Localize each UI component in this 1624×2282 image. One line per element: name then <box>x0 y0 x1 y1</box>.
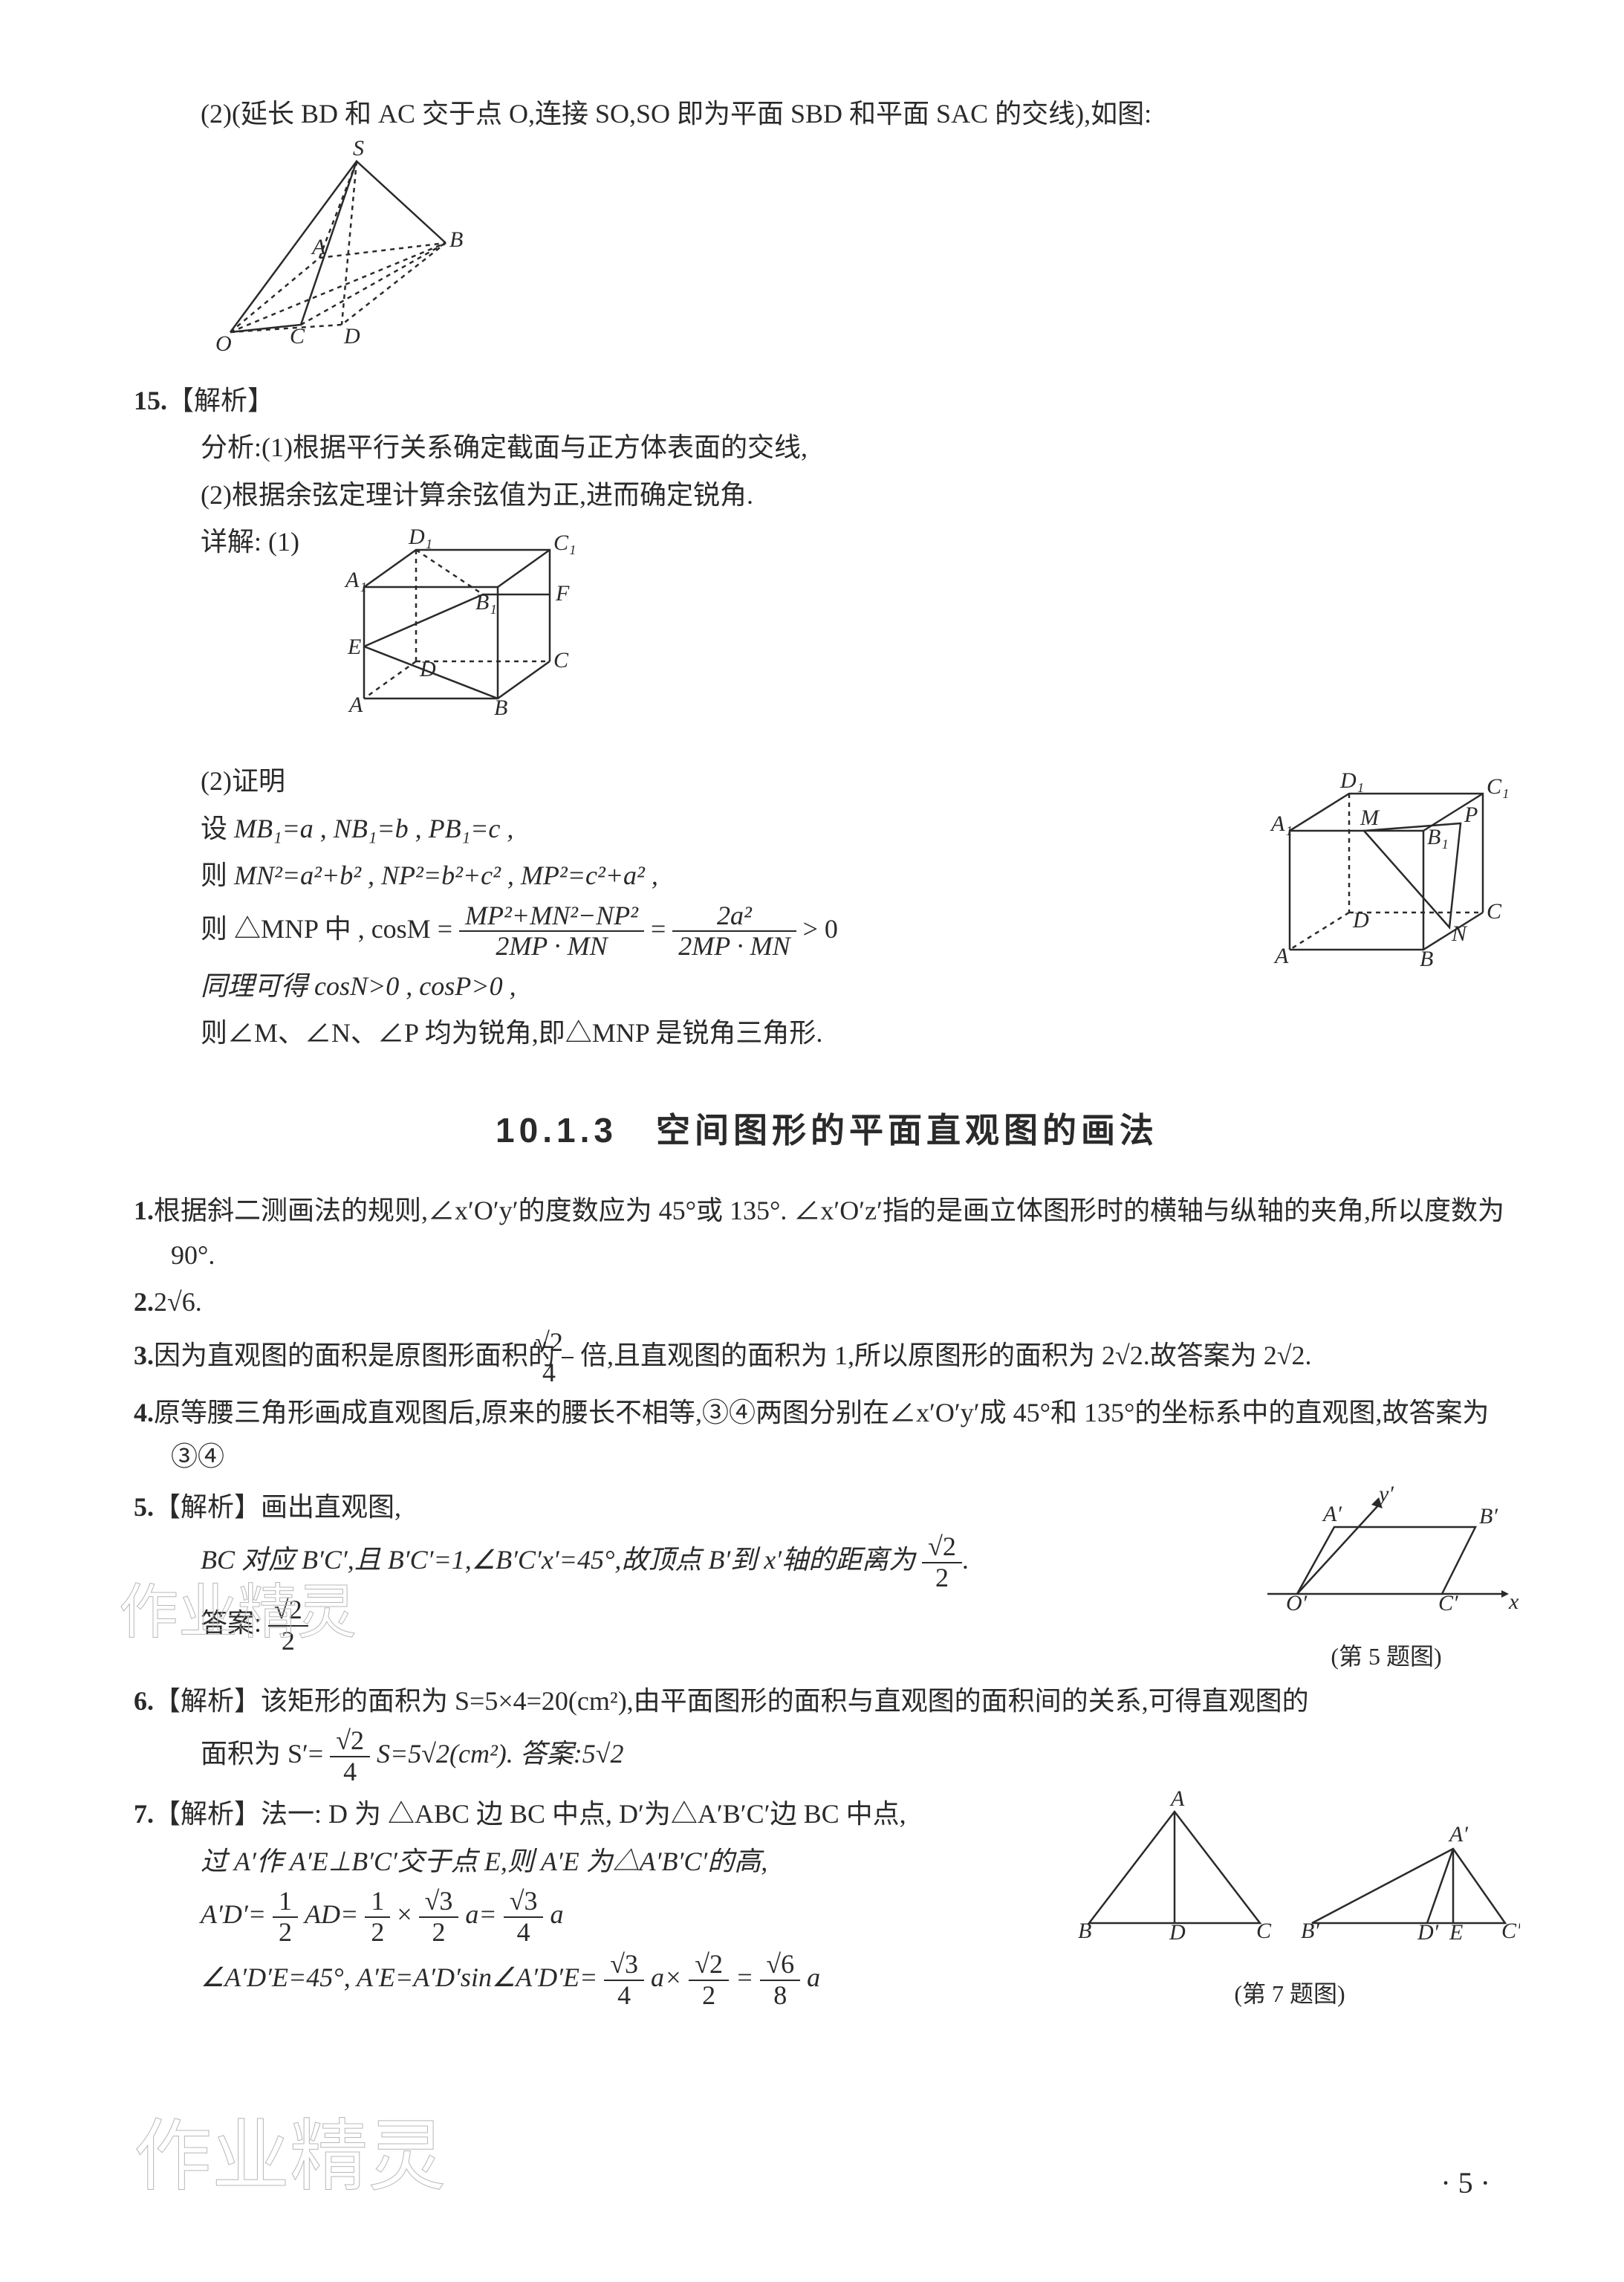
q5-ans-label: 答案: <box>201 1608 262 1638</box>
svg-text:y′: y′ <box>1377 1482 1394 1506</box>
svg-text:C: C <box>1487 899 1502 924</box>
lbl-B: B <box>449 227 463 252</box>
svg-text:D₁: D₁ <box>1339 768 1364 793</box>
svg-text:E: E <box>1449 1920 1463 1945</box>
svg-text:C: C <box>1256 1919 1272 1943</box>
svg-text:D′: D′ <box>1417 1920 1439 1945</box>
page-root: (2)(延长 BD 和 AC 交于点 O,连接 SO,SO 即为平面 SBD 和… <box>0 0 1624 2282</box>
q15-l1: 分析:(1)根据平行关系确定截面与正方体表面的交线, <box>134 426 1520 470</box>
q6-line: 面积为 S′= √24 S=5√2(cm²). 答案:5√2 <box>134 1726 1520 1786</box>
svg-text:N: N <box>1451 921 1468 946</box>
lbl-A: A <box>311 235 326 259</box>
q15-p4: 同理可得 cosN>0 , cosP>0 , <box>201 965 1230 1008</box>
svg-text:A′: A′ <box>1448 1822 1468 1847</box>
svg-text:C₁: C₁ <box>1487 774 1509 799</box>
q4: 4.原等腰三角形画成直观图后,原来的腰长不相等,③④两图分别在∠x′O′y′成 … <box>134 1391 1520 1479</box>
q5-row: 5.【解析】画出直观图, BC 对应 B′C′,且 B′C′=1,∠B′C′x′… <box>134 1482 1520 1676</box>
svg-text:A′: A′ <box>1322 1502 1342 1526</box>
fig-q7: A B D C A′ B′ D′ E C′ (第 7 题图) <box>1059 1789 1520 2013</box>
watermark-2: 作业精灵 <box>134 2113 550 2223</box>
q7-l4: ∠A′D′E=45°, A′E=A′D′sin∠A′D′E= √34 a× √2… <box>134 1950 1037 2010</box>
lbl-D: D <box>343 324 360 349</box>
q15-proof-row: (2)证明 设 MB₁=a , NB₁=b , PB₁=c , 则 MN²=a²… <box>134 756 1520 1058</box>
fig-14-pyramid: S A B C D O <box>134 139 1520 375</box>
q15-head: 15.【解析】 <box>134 379 1520 423</box>
svg-text:A: A <box>348 693 363 717</box>
q7-caption: (第 7 题图) <box>1059 1974 1520 2014</box>
q5-line: BC 对应 B′C′,且 B′C′=1,∠B′C′x′=45°,故顶点 B′到 … <box>134 1532 1230 1592</box>
q2: 2.2√6. <box>134 1280 1520 1324</box>
svg-text:C₁: C₁ <box>553 531 576 555</box>
q3: 3.因为直观图的面积是原图形面积的 √24 倍,且直观图的面积为 1,所以原图形… <box>134 1328 1520 1388</box>
svg-text:O′: O′ <box>1286 1591 1308 1615</box>
page-number: · 5 · <box>1441 2159 1490 2208</box>
lbl-O: O <box>215 331 232 356</box>
q15-fig1-row: 详解: (1) A B C D <box>134 520 1520 756</box>
q15-l2: (2)根据余弦定理计算余弦值为正,进而确定锐角. <box>134 473 1520 517</box>
q15-p3: 则 △MNP 中 , cosM = MP²+MN²−NP²2MP · MN = … <box>201 901 1230 962</box>
svg-text:B₁: B₁ <box>475 590 497 615</box>
q15-p2: 则 MN²=a²+b² , NP²=b²+c² , MP²=c²+a² , <box>201 854 1230 898</box>
q15-l3: 详解: (1) <box>201 520 319 564</box>
q7-l3: A′D′= 12 AD= 12 × √32 a= √34 a <box>134 1887 1037 1947</box>
svg-text:作业精灵: 作业精灵 <box>134 2113 446 2200</box>
svg-text:P: P <box>1464 803 1478 827</box>
svg-text:M: M <box>1360 805 1380 830</box>
q14-part2: (2)(延长 BD 和 AC 交于点 O,连接 SO,SO 即为平面 SBD 和… <box>134 92 1520 136</box>
svg-text:B: B <box>1078 1919 1091 1943</box>
q6-head: 6.【解析】该矩形的面积为 S=5×4=20(cm²),由平面图形的面积与直观图… <box>134 1679 1520 1723</box>
q7-l2: 过 A′作 A′E⊥B′C′交于点 E,则 A′E 为△A′B′C′的高, <box>134 1840 1037 1884</box>
svg-text:A: A <box>1273 944 1289 968</box>
q15-proof-head: (2)证明 <box>201 759 1230 803</box>
svg-text:A₁: A₁ <box>344 568 367 592</box>
fig-15-cube-b: A B C D A₁ B₁ C₁ D₁ M N P <box>1253 756 1520 1000</box>
svg-text:A₁: A₁ <box>1270 811 1293 836</box>
q15-p5: 则∠M、∠N、∠P 均为锐角,即△MNP 是锐角三角形. <box>201 1011 1230 1055</box>
svg-text:x′: x′ <box>1508 1589 1520 1614</box>
lbl-C: C <box>290 324 305 349</box>
fig-q5: y′ x′ A′ B′ O′ C′ (第 5 题图) <box>1253 1482 1520 1676</box>
svg-text:D: D <box>1352 908 1369 933</box>
q15-head-text: 【解析】 <box>167 386 274 415</box>
svg-text:C: C <box>553 648 569 672</box>
svg-text:B: B <box>494 696 507 720</box>
q7-row: 7.【解析】法一: D 为 △ABC 边 BC 中点, D′为△A′B′C′边 … <box>134 1789 1520 2013</box>
fig-15-cube-a: A B C D A₁ B₁ C₁ D₁ E F <box>319 520 587 756</box>
svg-text:C′: C′ <box>1501 1919 1520 1943</box>
svg-text:D: D <box>1169 1920 1186 1945</box>
section-title: 10.1.3 空间图形的平面直观图的画法 <box>134 1103 1520 1159</box>
svg-text:A: A <box>1169 1789 1185 1811</box>
svg-text:C′: C′ <box>1438 1591 1458 1615</box>
q15-num: 15. <box>134 386 167 415</box>
q15-proof-text: (2)证明 设 MB₁=a , NB₁=b , PB₁=c , 则 MN²=a²… <box>201 756 1230 1058</box>
svg-text:B₁: B₁ <box>1427 825 1449 849</box>
svg-text:B′: B′ <box>1301 1919 1319 1943</box>
svg-text:D: D <box>419 657 436 681</box>
svg-text:E: E <box>347 635 361 659</box>
q5-caption: (第 5 题图) <box>1253 1637 1520 1676</box>
svg-text:B′: B′ <box>1479 1504 1498 1529</box>
lbl-S: S <box>353 139 364 161</box>
q5-ans-wrap: 作业精灵 答案: √22 <box>134 1595 1230 1647</box>
svg-text:F: F <box>555 581 570 606</box>
q5-head: 5.【解析】画出直观图, <box>134 1485 1230 1529</box>
svg-text:B: B <box>1420 947 1433 971</box>
q1: 1.根据斜二测画法的规则,∠x′O′y′的度数应为 45°或 135°. ∠x′… <box>134 1189 1520 1277</box>
q7-head: 7.【解析】法一: D 为 △ABC 边 BC 中点, D′为△A′B′C′边 … <box>134 1792 1037 1836</box>
q15-p1: 设 MB₁=a , NB₁=b , PB₁=c , <box>201 807 1230 851</box>
svg-text:D₁: D₁ <box>408 525 432 549</box>
